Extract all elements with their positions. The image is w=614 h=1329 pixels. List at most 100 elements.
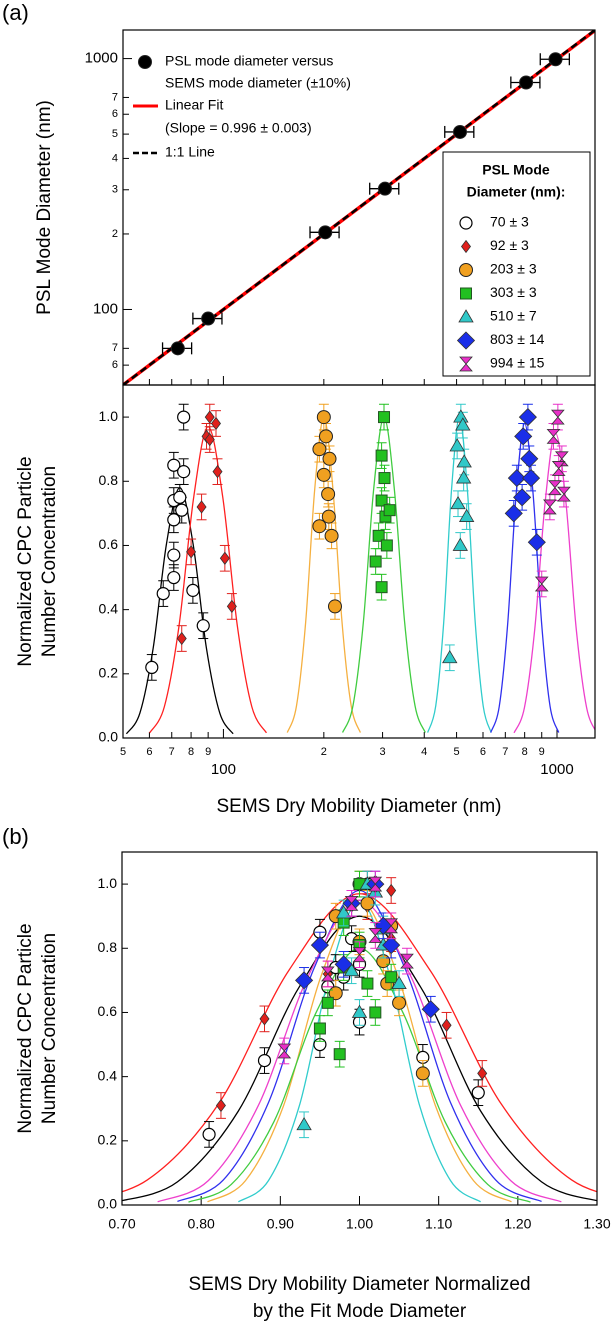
marker — [534, 576, 549, 592]
marker — [449, 438, 465, 452]
marker — [361, 977, 374, 990]
marker — [513, 488, 532, 507]
y-tick-label: 5 — [112, 128, 118, 140]
marker — [400, 953, 414, 969]
marker — [277, 1043, 292, 1059]
marker — [156, 586, 170, 601]
marker — [368, 928, 383, 943]
x-tick-label: 1.00 — [346, 1216, 373, 1232]
marker — [455, 470, 472, 484]
panel-label: (a) — [2, 0, 29, 25]
marker — [296, 1116, 312, 1131]
marker — [377, 181, 392, 196]
y-tick-label: 0.6 — [98, 1003, 118, 1019]
x-tick-label: 1.30 — [583, 1216, 610, 1232]
marker — [170, 341, 185, 356]
legend-label: 803 ± 14 — [490, 331, 545, 347]
marker — [167, 548, 181, 562]
marker — [551, 461, 566, 476]
marker — [226, 599, 237, 614]
legend-label: Linear Fit — [165, 97, 223, 113]
x-axis-label: SEMS Dry Mobility Diameter Normalized — [188, 1274, 530, 1295]
marker — [542, 499, 557, 515]
plot-frame — [121, 851, 598, 1206]
x-tick-label: 8 — [522, 746, 528, 758]
x-tick-label: 6 — [480, 746, 486, 758]
marker — [204, 432, 215, 447]
plot-frame — [122, 384, 596, 739]
marker — [453, 124, 468, 139]
marker — [392, 995, 407, 1010]
x-tick-label: 1.20 — [504, 1216, 531, 1232]
marker — [177, 465, 191, 479]
marker — [186, 583, 200, 597]
marker — [352, 947, 367, 963]
marker — [504, 504, 523, 523]
marker — [210, 416, 221, 431]
marker — [450, 495, 466, 510]
x-tick-label: 5 — [454, 746, 460, 758]
marker — [452, 537, 468, 551]
y-tick-label: 0.2 — [98, 1132, 118, 1148]
y-tick-label: 1000 — [85, 50, 118, 67]
x-axis-label: SEMS Dry Mobility Diameter (nm) — [216, 796, 501, 817]
marker — [343, 962, 360, 977]
marker — [257, 1053, 272, 1068]
y-tick-label: 0.0 — [98, 1196, 118, 1212]
y-tick-label: 0.8 — [98, 939, 118, 955]
legend-label: 92 ± 3 — [490, 237, 529, 253]
x-tick-label: 2 — [321, 746, 327, 758]
marker — [386, 883, 397, 898]
marker — [456, 454, 472, 468]
y-tick-label: 1.0 — [99, 408, 119, 424]
fit-curve — [122, 915, 597, 1202]
legend-label: 303 ± 3 — [490, 284, 537, 300]
marker — [458, 508, 475, 522]
marker — [382, 935, 401, 955]
y-tick-label: 0.0 — [99, 729, 119, 745]
x-tick-label: 100 — [211, 761, 236, 778]
marker — [186, 545, 197, 559]
legend-label: 203 ± 3 — [490, 261, 537, 277]
marker — [378, 411, 391, 424]
marker — [385, 971, 398, 984]
marker — [557, 486, 571, 502]
y-tick-label: 0.4 — [98, 1067, 118, 1083]
marker — [316, 467, 331, 482]
legend-label: 1:1 Line — [165, 144, 215, 160]
legend-marker — [458, 309, 474, 323]
marker — [521, 468, 541, 488]
x-tick-label: 7 — [502, 746, 508, 758]
legend-note: (Slope = 0.996 ± 0.003) — [165, 120, 312, 136]
marker — [202, 1127, 216, 1142]
marker — [546, 428, 561, 444]
marker — [318, 225, 333, 240]
x-tick-label: 0.70 — [108, 1216, 135, 1232]
y-axis-label: Normalized CPC Particle — [15, 456, 36, 666]
marker — [548, 480, 562, 496]
fit-curve — [149, 426, 268, 734]
legend-label: 994 ± 15 — [490, 355, 545, 371]
x-tick-label: 1000 — [540, 761, 573, 778]
y-tick-label: 100 — [93, 300, 118, 317]
marker — [167, 458, 181, 472]
y-tick-label: 0.4 — [99, 600, 119, 616]
marker — [196, 619, 210, 633]
marker — [215, 1098, 226, 1113]
marker — [204, 410, 215, 424]
legend-label: SEMS mode diameter (±10%) — [165, 75, 351, 91]
marker — [519, 75, 534, 90]
marker — [375, 494, 388, 507]
marker — [548, 52, 563, 67]
marker — [368, 876, 383, 892]
marker — [384, 918, 399, 934]
x-tick-label: 0.80 — [188, 1216, 215, 1232]
legend-marker — [459, 216, 473, 230]
y-axis-label: Number Concentration — [39, 466, 60, 657]
marker — [322, 451, 337, 466]
marker — [145, 660, 159, 675]
marker — [324, 528, 339, 543]
y-tick-label: 3 — [112, 184, 118, 196]
y-tick-label: 0.8 — [99, 472, 119, 488]
